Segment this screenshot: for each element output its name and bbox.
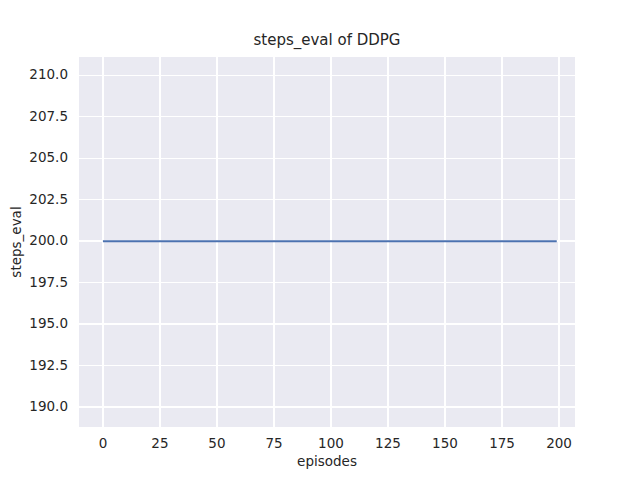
chart-title: steps_eval of DDPG <box>79 31 575 49</box>
y-tick-label: 192.5 <box>20 357 68 373</box>
y-tick-label: 190.0 <box>20 398 68 414</box>
y-tick-label: 200.0 <box>20 232 68 248</box>
y-tick-label: 210.0 <box>20 66 68 82</box>
x-tick-label: 125 <box>375 435 401 451</box>
y-gridline <box>79 75 575 76</box>
y-axis-label: steps_eval <box>8 206 24 277</box>
x-gridline <box>216 57 217 427</box>
x-tick-label: 175 <box>489 435 515 451</box>
y-gridline <box>79 365 575 366</box>
x-axis-label: episodes <box>297 453 357 469</box>
y-gridline <box>79 158 575 159</box>
x-tick-label: 0 <box>99 435 108 451</box>
y-tick-label: 197.5 <box>20 274 68 290</box>
x-gridline <box>387 57 388 427</box>
x-gridline <box>330 57 331 427</box>
y-gridline <box>79 323 575 324</box>
y-gridline <box>79 116 575 117</box>
x-gridline <box>444 57 445 427</box>
y-tick-label: 202.5 <box>20 191 68 207</box>
x-gridline <box>159 57 160 427</box>
x-tick-label: 50 <box>208 435 225 451</box>
x-gridline <box>501 57 502 427</box>
y-gridline <box>79 406 575 407</box>
x-tick-label: 75 <box>265 435 282 451</box>
x-gridline <box>102 57 103 427</box>
y-gridline <box>79 199 575 200</box>
y-gridline <box>79 282 575 283</box>
x-tick-label: 25 <box>151 435 168 451</box>
x-gridline <box>273 57 274 427</box>
x-tick-label: 150 <box>432 435 458 451</box>
plot-area <box>79 57 575 427</box>
y-tick-label: 207.5 <box>20 108 68 124</box>
y-gridline <box>79 240 575 241</box>
x-tick-label: 100 <box>318 435 344 451</box>
y-tick-label: 205.0 <box>20 149 68 165</box>
x-tick-label: 200 <box>546 435 572 451</box>
chart-figure: steps_eval of DDPG 0 25 50 75 100 125 150 175 20… <box>0 0 640 480</box>
y-tick-label: 195.0 <box>20 315 68 331</box>
x-gridline <box>558 57 559 427</box>
